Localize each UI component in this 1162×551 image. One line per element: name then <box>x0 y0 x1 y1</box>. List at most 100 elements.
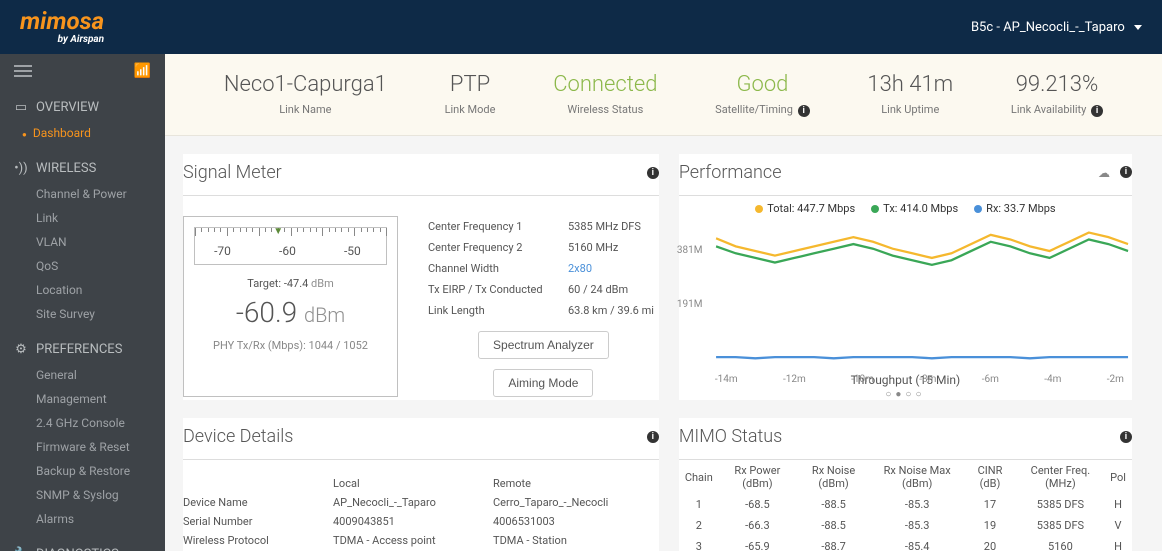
mimo-cell: H <box>1104 536 1132 551</box>
nav-section-label: WIRELESS <box>36 161 96 176</box>
info-value: 5385 MHz DFS <box>568 220 641 233</box>
details-value-remote: 4006531003 <box>493 515 653 528</box>
panel-title: Performance <box>679 162 782 183</box>
content-area: Neco1-Capurga1Link NamePTPLink ModeConne… <box>165 54 1162 551</box>
summary-value: Connected <box>553 72 657 97</box>
nav-item-qos[interactable]: QoS <box>0 254 165 278</box>
details-label: Serial Number <box>183 515 333 528</box>
info-icon[interactable]: i <box>798 105 810 117</box>
antenna-icon[interactable]: 📶 <box>134 63 151 79</box>
chart-pagination[interactable]: ○●○○ <box>679 389 1132 400</box>
details-value-local: TDMA - Access point <box>333 534 493 547</box>
nav-section-icon: •)) <box>14 161 28 176</box>
info-icon[interactable]: i <box>1120 431 1132 443</box>
mimo-cell: -65.9 <box>719 536 796 551</box>
mimo-cell: 5385 DFS <box>1017 515 1104 536</box>
summary-bar: Neco1-Capurga1Link NamePTPLink ModeConne… <box>165 54 1162 136</box>
nav-item-site-survey[interactable]: Site Survey <box>0 302 165 326</box>
summary-link-name: Neco1-Capurga1Link Name <box>224 72 387 117</box>
info-label: Center Frequency 1 <box>428 220 568 233</box>
x-axis-label: -14m <box>715 374 738 385</box>
spectrum-analyzer-button[interactable]: Spectrum Analyzer <box>478 331 609 359</box>
sidebar: 📶 ▭OVERVIEWDashboard •)) WIRELESS Channel &… <box>0 54 165 551</box>
nav-item-dashboard[interactable]: Dashboard <box>0 121 165 145</box>
logo-subtext: by Airspan <box>20 35 104 45</box>
nav-item-general[interactable]: General <box>0 363 165 387</box>
mimo-column-header: Center Freq. (MHz) <box>1017 460 1104 494</box>
mimo-table: ChainRx Power (dBm)Rx Noise (dBm)Rx Nois… <box>679 460 1132 551</box>
meter-tick-label: -50 <box>344 244 361 258</box>
nav-item-location[interactable]: Location <box>0 278 165 302</box>
mimo-cell: -88.5 <box>796 494 871 515</box>
mimo-cell: -88.5 <box>796 515 871 536</box>
nav-item-2-4-ghz-console[interactable]: 2.4 GHz Console <box>0 411 165 435</box>
nav-section-preferences[interactable]: ⚙PREFERENCES <box>0 336 165 363</box>
signal-info-row: Link Length63.8 km / 39.6 mi <box>428 300 659 321</box>
summary-label: Satellite/Timing i <box>715 103 809 117</box>
info-label: Channel Width <box>428 262 568 275</box>
topbar: mimosa by Airspan B5c - AP_Necocli_-_Tap… <box>0 0 1162 54</box>
mimo-row: 2-66.3-88.5-85.3195385 DFSV <box>679 515 1132 536</box>
nav-item-link[interactable]: Link <box>0 206 165 230</box>
summary-wireless-status: Connected Wireless Status <box>553 72 657 117</box>
mimo-cell: 5385 DFS <box>1017 494 1104 515</box>
signal-info-row: Tx EIRP / Tx Conducted60 / 24 dBm <box>428 279 659 300</box>
signal-info-row: Center Frequency 15385 MHz DFS <box>428 216 659 237</box>
legend-item: Tx: 414.0 Mbps <box>871 202 958 215</box>
logo: mimosa by Airspan <box>20 9 104 45</box>
cloud-icon[interactable]: ☁ <box>1098 166 1110 180</box>
x-axis-label: -4m <box>1044 374 1061 385</box>
device-selector[interactable]: B5c - AP_Necocli_-_Taparo <box>971 20 1142 35</box>
x-axis-label: -6m <box>982 374 999 385</box>
info-value: 5160 MHz <box>568 241 618 254</box>
mimo-column-header: Chain <box>679 460 719 494</box>
details-row: Serial Number40090438514006531003 <box>183 512 659 531</box>
nav-item-management[interactable]: Management <box>0 387 165 411</box>
aiming-mode-button[interactable]: Aiming Mode <box>493 369 593 397</box>
info-value: 63.8 km / 39.6 mi <box>568 304 654 317</box>
device-details-panel: Device Details i LocalRemoteDevice NameA… <box>183 418 659 551</box>
nav-item-snmp-syslog[interactable]: SNMP & Syslog <box>0 483 165 507</box>
signal-meter-panel: Signal Meter i -70-60-50▼ Target: -47.4 … <box>183 154 659 400</box>
mimo-cell: V <box>1104 515 1132 536</box>
nav-item-firmware-reset[interactable]: Firmware & Reset <box>0 435 165 459</box>
meter-needle-icon: ▼ <box>273 226 283 237</box>
mimo-cell: 3 <box>679 536 719 551</box>
nav-item-channel-power[interactable]: Channel & Power <box>0 182 165 206</box>
legend-dot-icon <box>974 205 982 213</box>
panel-title: MIMO Status <box>679 426 782 447</box>
summary-link-uptime: 13h 41mLink Uptime <box>867 72 953 117</box>
nav-item-backup-restore[interactable]: Backup & Restore <box>0 459 165 483</box>
summary-label: Link Name <box>224 103 387 116</box>
details-value-remote: TDMA - Station <box>493 534 653 547</box>
mimo-cell: H <box>1104 494 1132 515</box>
mimo-cell: -85.3 <box>871 515 963 536</box>
x-axis-label: -2m <box>1107 374 1124 385</box>
nav-section-diagnostics[interactable]: 🔧DIAGNOSTICS <box>0 541 165 551</box>
info-icon[interactable]: i <box>647 431 659 443</box>
mimo-cell: -88.7 <box>796 536 871 551</box>
details-value-local: 4009043851 <box>333 515 493 528</box>
mimo-cell: 17 <box>963 494 1016 515</box>
info-icon[interactable]: i <box>1120 166 1132 178</box>
logo-text: mimosa <box>20 9 104 33</box>
info-icon[interactable]: i <box>1091 105 1103 117</box>
info-label: Center Frequency 2 <box>428 241 568 254</box>
mimo-cell: 5160 <box>1017 536 1104 551</box>
mimo-cell: 19 <box>963 515 1016 536</box>
summary-satellite-timing: GoodSatellite/Timing i <box>715 72 809 117</box>
nav-item-alarms[interactable]: Alarms <box>0 507 165 531</box>
nav-section-overview[interactable]: ▭OVERVIEW <box>0 94 165 121</box>
nav-section-wireless[interactable]: •)) WIRELESS <box>0 155 165 182</box>
info-icon[interactable]: i <box>647 167 659 179</box>
mimo-row: 1-68.5-88.5-85.3175385 DFSH <box>679 494 1132 515</box>
mimo-cell: -85.4 <box>871 536 963 551</box>
mimo-column-header: Rx Noise (dBm) <box>796 460 871 494</box>
info-value[interactable]: 2x80 <box>568 262 592 275</box>
y-axis-label: 191M <box>677 299 703 310</box>
nav-item-vlan[interactable]: VLAN <box>0 230 165 254</box>
summary-label: Wireless Status <box>553 103 657 116</box>
legend-dot-icon <box>755 205 763 213</box>
menu-toggle-icon[interactable] <box>14 62 32 80</box>
signal-meter-box: -70-60-50▼ Target: -47.4 dBm -60.9 dBm P… <box>183 216 398 397</box>
